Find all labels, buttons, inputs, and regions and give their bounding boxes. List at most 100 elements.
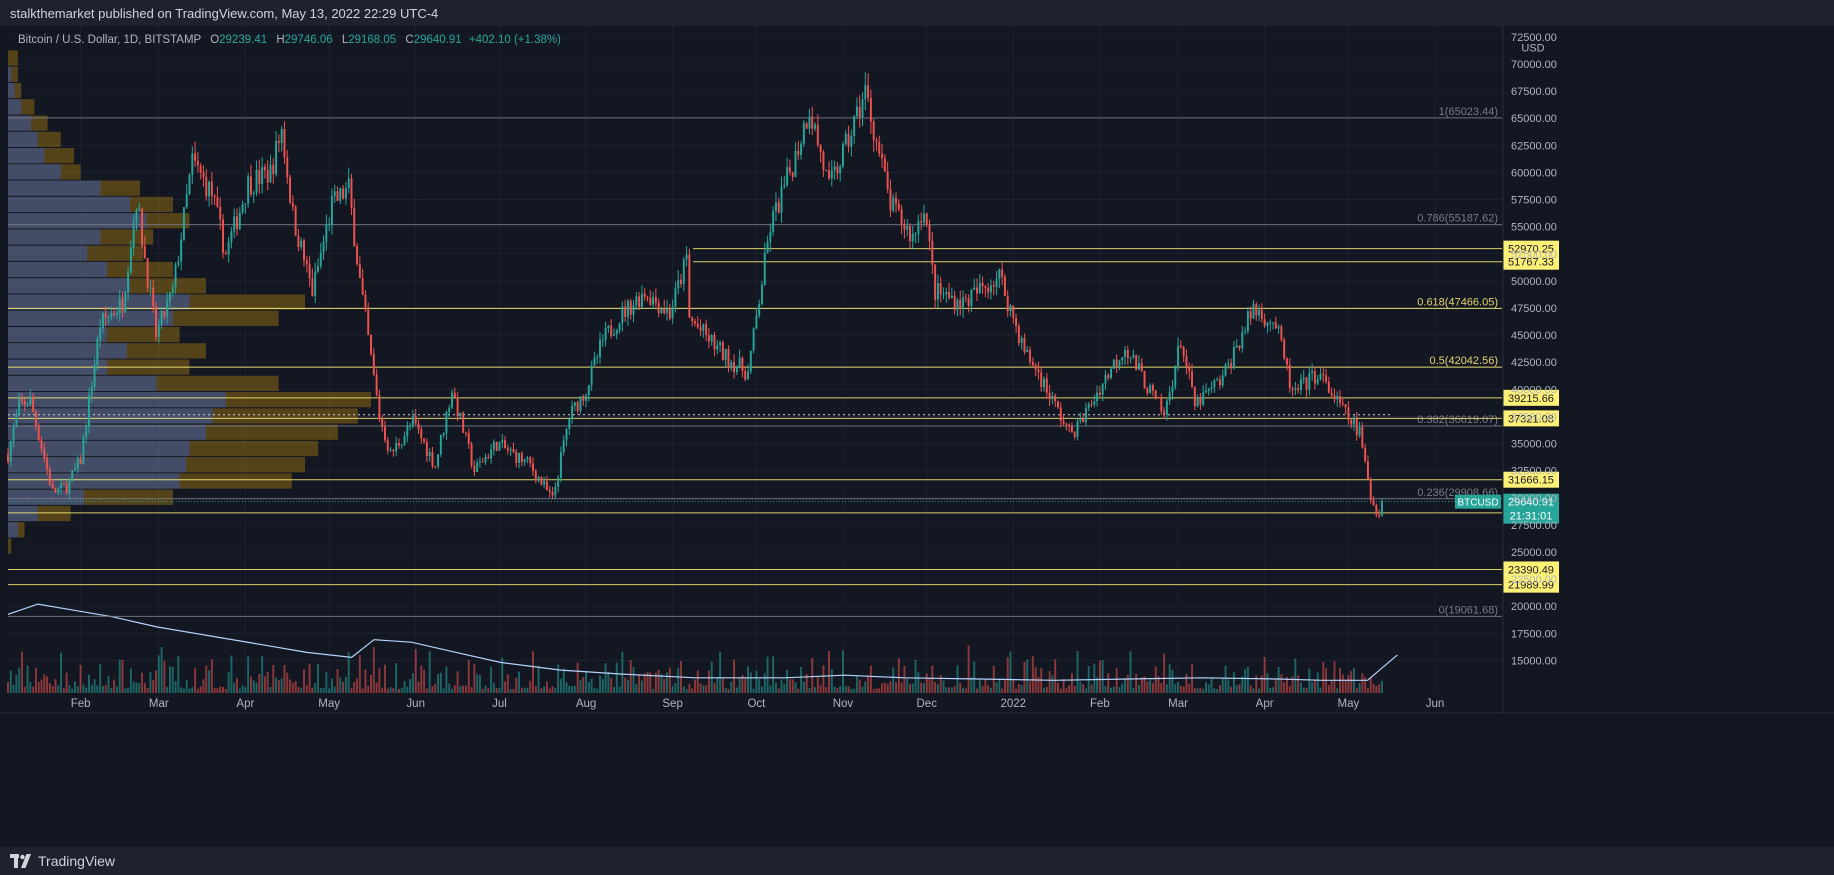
candle-body [57, 488, 60, 493]
vp-bar-down [8, 505, 71, 522]
volume-bar [763, 673, 766, 693]
candle-body [1272, 322, 1274, 324]
candle-body [247, 176, 250, 204]
candle-body [1191, 371, 1194, 387]
candle-body [370, 334, 373, 354]
candle-body [749, 350, 752, 372]
candle-body [1029, 349, 1032, 362]
level-price-label: 52970.25 [1508, 244, 1554, 256]
candle-body [1154, 390, 1157, 398]
volume-bar [621, 651, 624, 693]
candle-body [671, 306, 674, 319]
candle-body [141, 208, 144, 246]
volume-bar [163, 660, 166, 693]
volume-bar [897, 657, 900, 693]
candle-body [881, 153, 884, 159]
volume-bar [160, 646, 163, 693]
level-price-tag [1503, 471, 1559, 488]
volume-bar [294, 680, 297, 693]
candle-body [601, 339, 604, 341]
candle-body [110, 313, 113, 318]
level-price-tag [1503, 410, 1559, 427]
candle-body [389, 449, 392, 451]
vp-bar-up [8, 213, 147, 229]
candle-body [464, 432, 467, 434]
level-price-tag [1503, 389, 1559, 406]
candle-body [328, 224, 331, 226]
candle-body [1358, 427, 1361, 436]
y-tick-label: 55000.00 [1511, 222, 1557, 234]
volume-bar [367, 685, 370, 693]
candle-body [314, 271, 317, 297]
candle-body [509, 449, 512, 451]
volume-bar [705, 685, 708, 693]
volume-bar [998, 679, 1001, 693]
volume-bar [1124, 678, 1126, 693]
y-tick-label: 15000.00 [1511, 655, 1557, 667]
volume-bar [361, 688, 364, 693]
volume-bar [1160, 682, 1163, 693]
candle-body [406, 426, 409, 437]
volume-bar [423, 669, 426, 693]
candle-body [1048, 392, 1051, 400]
candle-body [1146, 388, 1149, 393]
vp-bar-down [8, 473, 292, 489]
volume-bar [1241, 676, 1244, 693]
candle-body [1241, 332, 1244, 349]
volume-bar [456, 671, 459, 693]
volume-bar [188, 688, 191, 693]
volume-bar [788, 679, 791, 693]
candle-body [1165, 400, 1168, 415]
candle-body [1068, 424, 1071, 427]
price-chart[interactable]: 1(65023.44) 0.786(55187.62) 0.618(47466.05… [0, 26, 1834, 847]
candle-body [305, 260, 308, 264]
volume-bar [995, 682, 998, 693]
volume-bar [247, 656, 250, 693]
volume-bar [322, 687, 325, 693]
candle-body [1015, 318, 1018, 327]
volume-bar [794, 682, 797, 693]
candle-body [906, 225, 909, 230]
candle-body [219, 207, 222, 220]
volume-bar [545, 681, 548, 693]
candle-body [213, 195, 216, 198]
x-tick-label: Mar [1168, 698, 1188, 710]
volume-bar [208, 670, 211, 693]
volume-bar [666, 672, 669, 693]
volume-bar [707, 670, 710, 693]
candle-body [917, 221, 920, 234]
volume-bar [844, 685, 847, 693]
candle-body [596, 357, 599, 359]
volume-bar [71, 688, 74, 693]
vp-bar-up [8, 522, 18, 538]
volume-bar [833, 686, 836, 693]
candle-body [1149, 384, 1152, 393]
candle-body [236, 216, 238, 230]
candle-body [88, 395, 90, 428]
volume-bar [989, 687, 992, 693]
candle-body [1084, 408, 1087, 423]
volume-bar [892, 667, 895, 693]
volume-bar [685, 688, 688, 693]
volume-bar [1333, 661, 1336, 693]
candle-body [308, 263, 311, 279]
volume-bar [791, 679, 794, 693]
volume-bar [626, 679, 629, 693]
vp-bar-down [8, 164, 81, 180]
tradingview-logo[interactable]: TradingView [10, 853, 115, 869]
candle-body [638, 296, 641, 308]
volume-bar [129, 668, 132, 693]
volume-bar [1031, 656, 1034, 693]
candle-body [333, 191, 336, 196]
candle-body [691, 317, 694, 322]
candle-body [60, 483, 63, 489]
volume-bar [540, 688, 543, 693]
x-tick-label: 2022 [1001, 698, 1027, 710]
candle-body [543, 481, 546, 485]
volume-bar [749, 672, 752, 693]
candle-body [1266, 322, 1269, 326]
volume-bar [79, 664, 82, 693]
horizontal-levels[interactable]: 1(65023.44) 0.786(55187.62) 0.618(47466.05… [8, 106, 1559, 617]
candle-body [319, 252, 322, 267]
symbol-tag-label: BTCUSD [1457, 498, 1498, 509]
